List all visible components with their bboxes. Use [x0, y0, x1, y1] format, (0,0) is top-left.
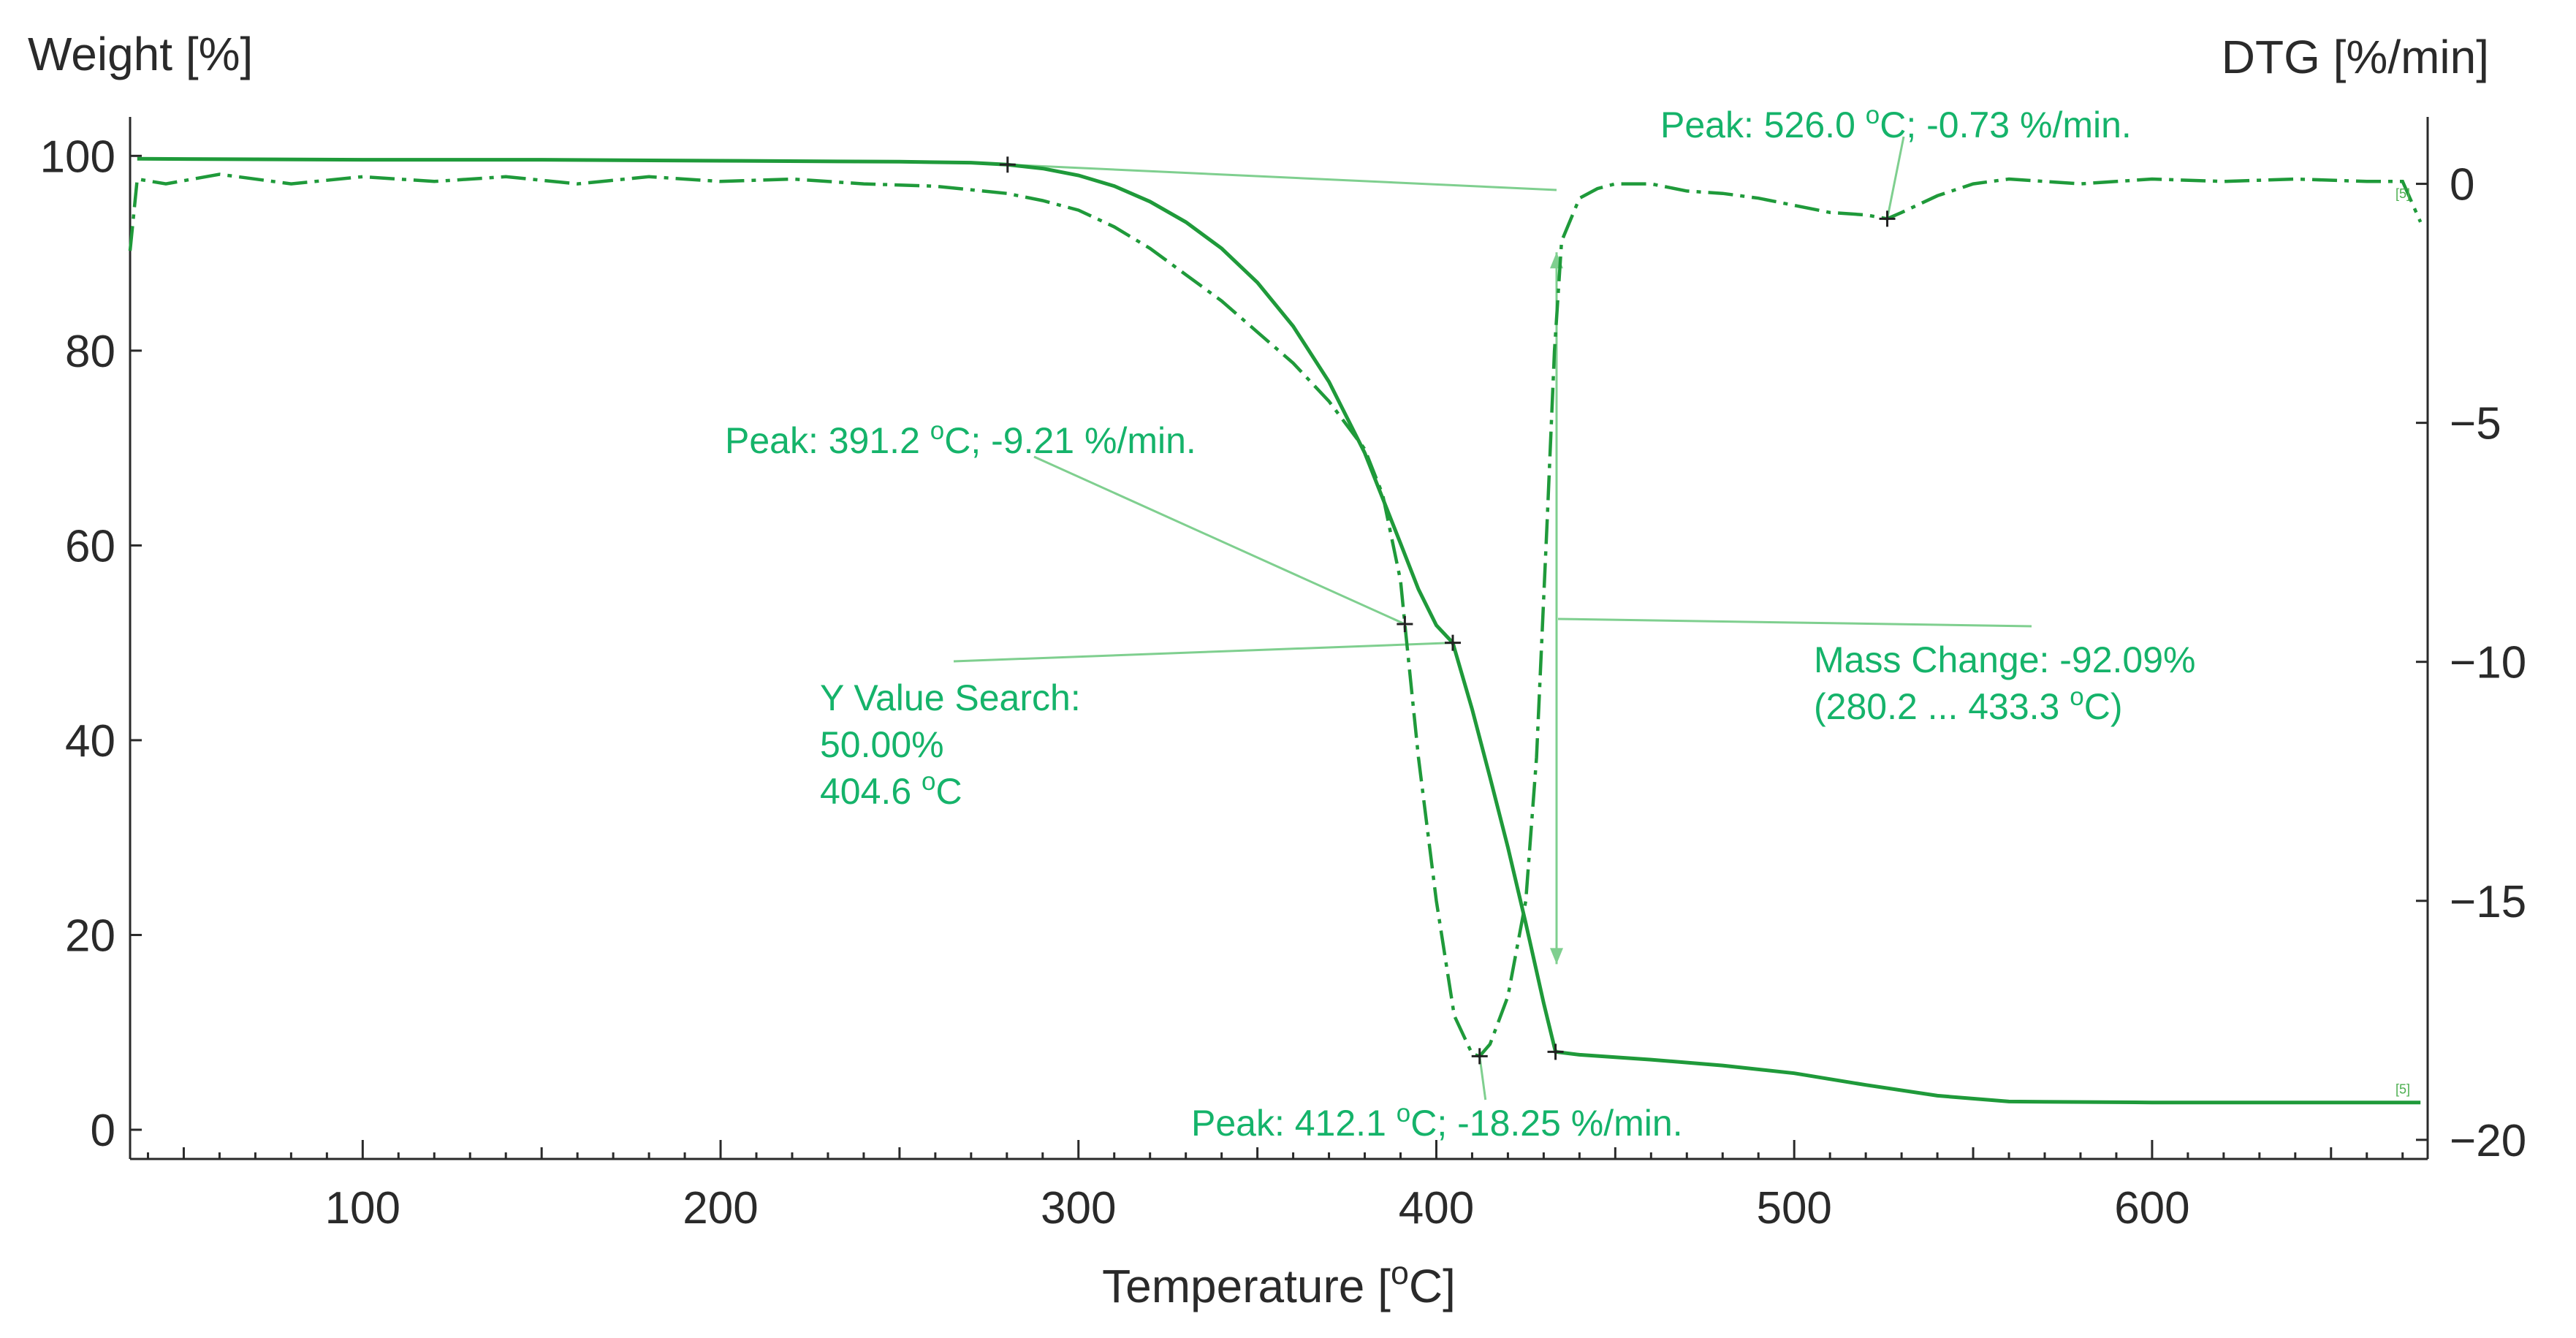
- marker-layer: [999, 156, 1896, 1065]
- annotation-peak-412: Peak: 412.1 oC; -18.25 %/min.: [1191, 1099, 1683, 1144]
- x-tick-label: 200: [683, 1183, 758, 1234]
- annotation-leader: [1033, 455, 1405, 626]
- x-tick-label: 300: [1041, 1183, 1116, 1234]
- annotation-leader: [1007, 163, 1557, 191]
- x-axis-title: Temperature [oC]: [1102, 1255, 1456, 1312]
- peak-marker: [1547, 1044, 1564, 1060]
- annotation-yvalue-value: 50.00%: [820, 724, 944, 765]
- annotation-peak-391: Peak: 391.2 oC; -9.21 %/min.: [725, 417, 1196, 462]
- y-left-tick-label: 60: [65, 521, 115, 571]
- peak-marker: [999, 156, 1016, 173]
- peak-marker: [1445, 634, 1462, 651]
- annotation-peak-526: Peak: 526.0 oC; -0.73 %/min.: [1660, 101, 2132, 146]
- series-end-tag: [5]: [2395, 1082, 2410, 1097]
- x-tick-label: 500: [1756, 1183, 1831, 1234]
- annotation-leader: [953, 642, 1454, 663]
- y-right-tick-label: 0: [2450, 160, 2474, 210]
- annotation-yvalue-title: Y Value Search:: [820, 677, 1081, 718]
- y-left-tick-label: 20: [65, 911, 115, 961]
- y-right-title: DTG [%/min]: [2222, 31, 2489, 83]
- text-layer: 100 200 300 400 500 600 0 20 40 60 80 100 0 −5 −10 −15 −…: [28, 28, 2526, 1312]
- y-left-tick-label: 0: [91, 1106, 115, 1156]
- y-left-tick-label: 40: [65, 716, 115, 767]
- dtg-curve: [128, 172, 2423, 1058]
- y-right-tick-label: −10: [2450, 638, 2526, 688]
- peak-marker: [1879, 210, 1896, 227]
- annotation-leaders: [953, 136, 2032, 1101]
- weight-curve: [137, 156, 2421, 1105]
- y-left-tick-label: 80: [65, 327, 115, 377]
- annotation-mass-range: (280.2 ... 433.3 oC): [1814, 683, 2122, 728]
- peak-marker: [1471, 1048, 1488, 1065]
- series-end-tag: [5]: [2395, 186, 2410, 201]
- peak-marker: [1397, 616, 1413, 633]
- annotation-mass-change: Mass Change: -92.09%: [1814, 639, 2196, 680]
- y-left-title: Weight [%]: [28, 28, 253, 80]
- y-right-tick-label: −15: [2450, 877, 2526, 927]
- series-layer: [128, 156, 2423, 1105]
- y-right-tick-label: −5: [2450, 399, 2501, 449]
- y-left-tick-label: 100: [40, 132, 115, 182]
- annotation-yvalue-temp: 404.6 oC: [820, 767, 962, 813]
- axes: [129, 117, 2429, 1160]
- x-tick-label: 600: [2114, 1183, 2189, 1234]
- annotation-leader: [1557, 617, 2032, 628]
- y-right-tick-label: −20: [2450, 1116, 2526, 1166]
- x-tick-label: 100: [325, 1183, 400, 1234]
- annotation-leader: [1886, 136, 1905, 219]
- x-tick-label: 400: [1399, 1183, 1474, 1234]
- arrowhead-down: [1550, 948, 1563, 965]
